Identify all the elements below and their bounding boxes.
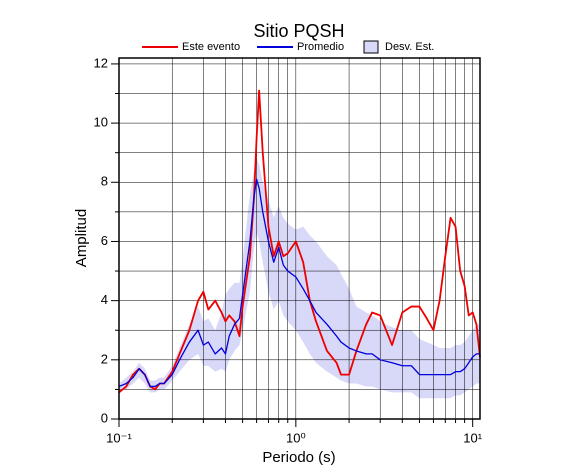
legend-label: Desv. Est.	[385, 41, 434, 53]
legend-label: Este evento	[182, 41, 240, 53]
y-tick-label: 6	[101, 233, 108, 248]
legend-swatch	[363, 40, 379, 54]
y-tick-label: 4	[101, 292, 108, 307]
y-tick-label: 10	[94, 115, 108, 130]
series-line	[118, 178, 480, 388]
y-axis-label: Amplitud	[73, 209, 90, 267]
legend-label: Promedio	[297, 41, 344, 53]
x-tick-label: 10¹	[463, 430, 482, 445]
y-tick-label: 8	[101, 174, 108, 189]
series-line	[118, 89, 481, 394]
x-axis-label: Periodo (s)	[262, 449, 335, 466]
y-tick-label: 0	[101, 410, 108, 425]
x-tick-label: 10⁰	[286, 430, 306, 445]
std-band	[119, 158, 480, 399]
x-tick-label: 10⁻¹	[106, 430, 132, 445]
y-tick-label: 12	[94, 55, 108, 70]
chart-title: Sitio PQSH	[253, 21, 344, 41]
plot-frame	[118, 57, 481, 420]
y-tick-label: 2	[101, 351, 108, 366]
